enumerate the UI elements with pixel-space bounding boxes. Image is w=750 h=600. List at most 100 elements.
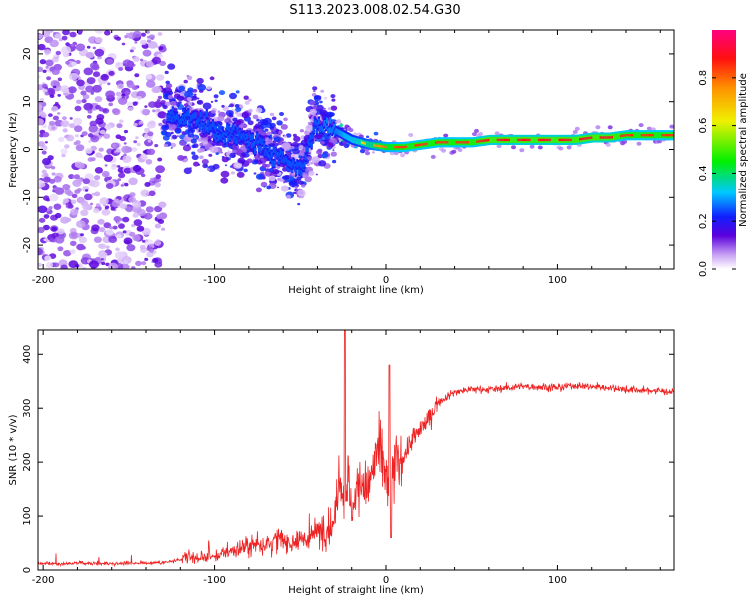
spectrogram-cell <box>124 182 129 187</box>
spectrogram-cell <box>607 125 613 130</box>
spectrogram-cell <box>256 118 260 122</box>
spectrogram-cell <box>70 199 77 204</box>
spectrogram-cell <box>228 145 233 149</box>
spectrogram-cell <box>336 119 342 124</box>
spectrogram-cell <box>114 251 125 260</box>
spectrogram-cell <box>572 130 578 134</box>
spectrogram-cell <box>441 148 447 153</box>
spectrogram-cell <box>38 226 45 234</box>
spectrogram-cell <box>62 116 67 121</box>
track-core-cell <box>564 138 567 142</box>
spectrogram-cell <box>125 206 133 213</box>
spectrogram-cell <box>313 135 317 138</box>
track-band-cell <box>172 112 175 119</box>
spectrogram-cell <box>49 94 55 99</box>
spectrogram-cell <box>116 123 123 129</box>
spectrogram-cell <box>247 121 250 124</box>
spectrogram-cell <box>53 176 62 183</box>
spectrogram-cell <box>146 121 156 129</box>
spectrogram-cell <box>55 50 61 56</box>
spectrogram-cell <box>154 223 161 229</box>
spectrogram-cell <box>143 212 153 220</box>
spectrogram-cell <box>299 129 304 133</box>
spectrogram-cell <box>49 39 59 48</box>
spectrogram-cell <box>359 149 366 154</box>
spectrogram-cell <box>152 109 156 113</box>
spectrogram-cell <box>38 118 44 126</box>
spectrogram-cell <box>105 229 114 236</box>
spectrogram-cell <box>128 196 136 203</box>
spectrogram-cell <box>389 151 395 156</box>
spectrogram-cell <box>165 80 170 85</box>
spectrogram-cell <box>259 152 264 156</box>
spectrogram-cell <box>112 55 117 58</box>
spectrogram-cell <box>80 90 87 96</box>
spectrogram-cell <box>246 158 253 164</box>
track-band-cell <box>218 124 221 131</box>
spectrogram-cell <box>213 94 219 99</box>
track-band-cell <box>306 145 309 152</box>
spectrogram-cell <box>259 155 264 159</box>
spectrogram-cell <box>209 146 219 153</box>
spectrogram-cell <box>214 99 218 103</box>
spectrogram-cell <box>155 165 166 174</box>
track-core-cell <box>600 136 603 139</box>
spectrogram-cell <box>74 105 82 111</box>
spectrogram-cell <box>263 117 272 125</box>
spectrogram-cell <box>146 251 154 258</box>
spectrogram-x-ticks: -200 -100 0 100 <box>32 30 661 286</box>
spectrogram-cell <box>41 30 51 38</box>
spectrogram-cell <box>136 95 142 100</box>
track-band-cell <box>212 133 216 140</box>
spectrogram-cell <box>118 223 125 229</box>
track-band-cell <box>314 120 317 127</box>
spectrogram-cell <box>97 218 105 225</box>
spectrogram-cell <box>202 163 209 169</box>
track-band-cell <box>245 133 248 140</box>
track-band-cell <box>312 126 315 133</box>
spectrogram-cell <box>75 43 86 52</box>
spectrogram-cell <box>53 80 60 86</box>
spectrogram-cell <box>193 136 197 139</box>
spectrogram-cell <box>241 121 244 124</box>
spectrogram-cell <box>221 104 225 108</box>
spectrogram-cell <box>332 159 337 164</box>
spectrogram-cell <box>183 167 192 175</box>
spectrogram-cell <box>186 130 191 135</box>
spectrogram-cell <box>74 189 81 195</box>
snr-frame <box>37 329 675 571</box>
colorbar-tick-label: 0.6 <box>698 118 709 134</box>
spectrogram-cell <box>123 167 132 174</box>
spectrogram-cell <box>48 113 53 118</box>
spectrogram-cell <box>76 99 82 105</box>
track-band-cell <box>190 115 193 122</box>
spectrogram-cell <box>119 119 124 123</box>
spectrogram-cell <box>140 58 144 62</box>
spectrogram-cell <box>218 90 226 96</box>
track-band-cell <box>295 168 298 175</box>
spectrogram-cell <box>140 189 150 197</box>
track-band-cell <box>315 127 318 134</box>
spectrogram-cell <box>292 148 300 155</box>
spectrogram-cell <box>60 120 70 128</box>
spectrogram-cell <box>132 200 142 208</box>
spectrogram-cell <box>261 150 265 154</box>
spectrogram-cell <box>330 94 336 99</box>
spectrogram-cell <box>638 123 644 128</box>
spectrogram-cell <box>75 140 81 145</box>
spectrogram-cell <box>248 108 253 113</box>
spectrogram-cell <box>103 154 114 162</box>
spectrogram-cell <box>41 169 47 174</box>
spectrogram-cell <box>132 101 138 106</box>
spectrogram-cell <box>191 144 196 149</box>
spectrogram-cell <box>206 168 211 171</box>
spectrogram-cell <box>272 168 280 175</box>
spectrogram-cell <box>248 151 253 156</box>
spectrogram-cell <box>80 233 84 237</box>
spectrogram-cell <box>69 117 73 120</box>
spectrogram-cell <box>366 135 370 139</box>
spectrogram-cell <box>177 134 181 137</box>
spectrogram-cell <box>51 226 58 232</box>
spectrogram-cell <box>112 143 117 148</box>
spectrogram-cell <box>61 46 71 55</box>
